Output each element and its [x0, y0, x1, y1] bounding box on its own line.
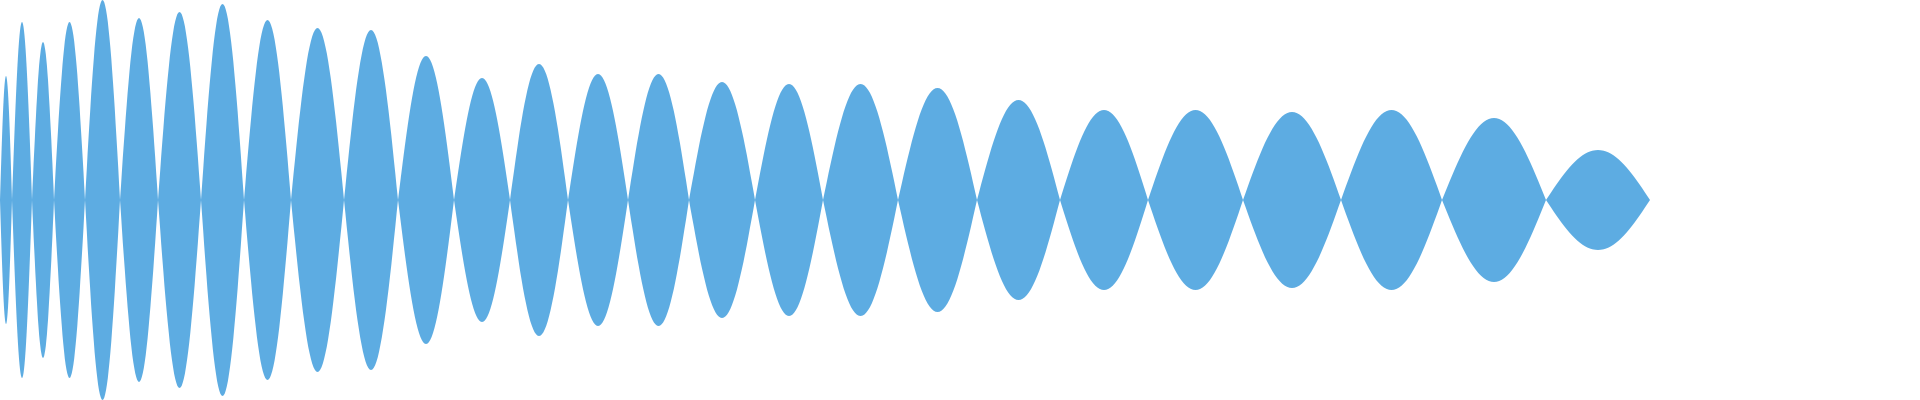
waveform-lobe [398, 56, 454, 344]
waveform-lobe [12, 22, 32, 378]
waveform-lobe [1546, 150, 1650, 250]
waveform-lobe [32, 42, 54, 358]
waveform-lobe [823, 84, 898, 316]
waveform-lobe [85, 0, 120, 400]
waveform-lobe [568, 74, 628, 326]
waveform-lobe [201, 4, 244, 396]
waveform-lobe [898, 88, 977, 312]
waveform-lobe [120, 18, 158, 382]
waveform-lobe [158, 12, 201, 388]
waveform-lobe [0, 76, 12, 324]
waveform-lobe [977, 100, 1060, 300]
waveform-lobe [755, 84, 823, 316]
waveform-lobe [510, 64, 568, 336]
waveform-lobe [628, 74, 689, 326]
waveform-lobe [54, 22, 85, 378]
waveform-lobe [1148, 110, 1243, 290]
waveform-lobe [1243, 112, 1341, 288]
waveform-lobes [0, 0, 1650, 400]
waveform-lobe [454, 78, 510, 322]
waveform-lobe [344, 30, 398, 370]
waveform-lobe [1060, 110, 1148, 290]
waveform-lobe [291, 28, 344, 372]
waveform-lobe [1442, 118, 1546, 282]
waveform-lobe [689, 82, 755, 318]
waveform-lobe [244, 20, 291, 380]
waveform-lobe [1341, 110, 1442, 290]
